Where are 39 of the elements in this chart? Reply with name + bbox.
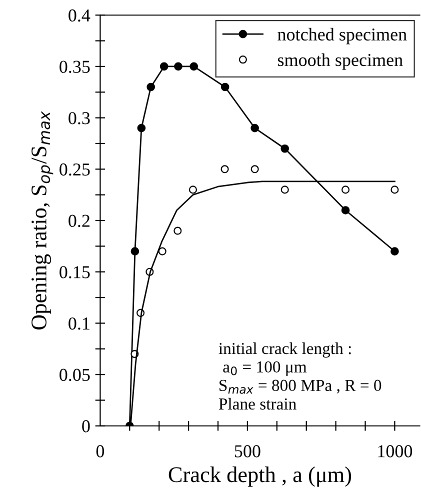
y-tick-label: 0.3 — [68, 112, 90, 124]
point — [250, 165, 259, 174]
point — [188, 186, 197, 194]
y-tick-label: 0.35 — [60, 60, 90, 73]
point — [341, 206, 350, 214]
point — [390, 186, 399, 194]
point — [390, 247, 399, 256]
legend-label: notched specimen — [278, 28, 407, 44]
point — [280, 186, 289, 194]
y-tick-label: 0.25 — [60, 163, 90, 176]
y-tick-label: 0.1 — [68, 317, 90, 330]
legend-label: smooth specimen — [278, 53, 403, 70]
y-axis-title: Opening ratio, S$_{op}$/S$_{max}$ — [32, 111, 54, 330]
point — [137, 124, 146, 132]
point — [341, 186, 350, 194]
point — [174, 226, 182, 235]
annotation: Plane strain — [218, 398, 296, 410]
point — [158, 247, 166, 256]
y-tick-label: 0.4 — [68, 9, 90, 22]
annotation: initial crack length : — [218, 342, 351, 358]
point — [146, 82, 156, 92]
point — [250, 124, 259, 132]
y-tick-label: 0.15 — [60, 266, 90, 278]
point — [174, 62, 182, 71]
annotation: S$_{max}$ = 800 MPa , R = 0 — [220, 380, 382, 394]
x-tick-label: 0 — [96, 445, 104, 458]
y-tick-label: 0 — [82, 420, 90, 432]
y-tick-label: 0.05 — [60, 368, 90, 382]
point — [130, 247, 140, 256]
point — [280, 144, 290, 153]
x-tick-label: 1000 — [378, 445, 412, 458]
point — [220, 165, 229, 174]
point — [220, 82, 230, 92]
point — [190, 62, 198, 71]
y-tick-label: 0.2 — [68, 214, 90, 228]
annotation: a$_{0}$ = 100 μm — [223, 361, 307, 376]
x-axis-title: Crack depth , a (μm) — [168, 466, 352, 487]
point — [160, 62, 168, 71]
x-tick-label: 500 — [234, 445, 260, 458]
